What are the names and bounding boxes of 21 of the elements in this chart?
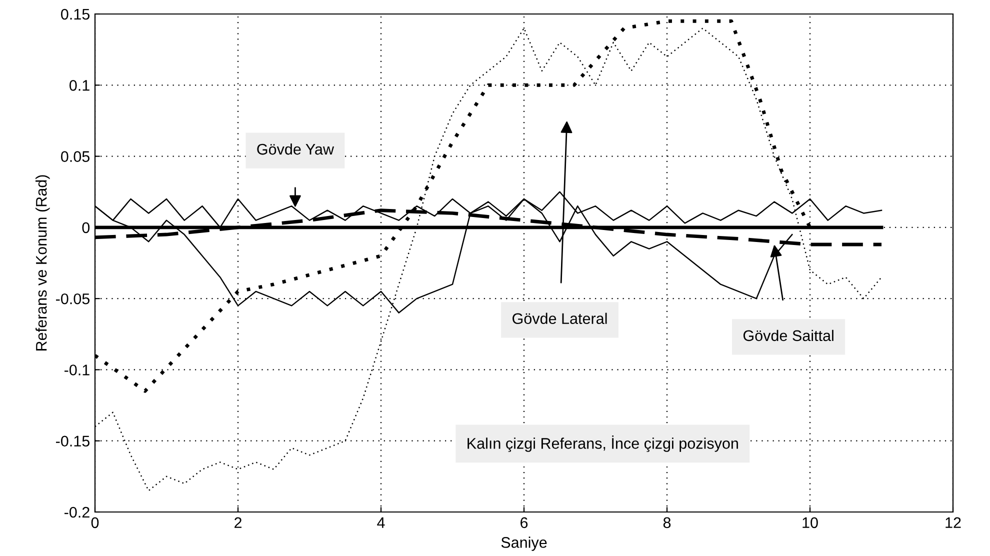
x-axis-title: Saniye (501, 536, 547, 551)
x-tick-label: 4 (377, 517, 385, 528)
x-tick-label: 0 (91, 517, 99, 528)
y-tick-label: -0.05 (56, 293, 90, 304)
y-tick-label: -0.15 (56, 436, 90, 447)
y-axis-title: Referans ve Konum (Rad) (36, 175, 50, 350)
y-tick-label: 0.15 (61, 8, 90, 20)
y-tick-label: 0.05 (61, 151, 90, 162)
y-tick-label: -0.1 (64, 364, 90, 376)
y-tick-label: 0 (82, 222, 90, 234)
annotation: Kalın çizgi Referans, İnce çizgi pozisyon (468, 435, 738, 452)
y-tick-label: 0.1 (70, 80, 90, 91)
annotation: Gövde Yaw (257, 143, 334, 155)
x-tick-label: 8 (663, 517, 671, 528)
annotation: Gövde Lateral (512, 312, 607, 324)
annotation: Gövde Saittal (743, 330, 834, 342)
x-tick-label: 12 (946, 517, 961, 528)
x-tick-label: 10 (802, 517, 818, 528)
y-tick-label: -0.2 (64, 506, 90, 518)
x-tick-label: 2 (234, 517, 242, 528)
x-tick-label: 6 (520, 517, 528, 528)
